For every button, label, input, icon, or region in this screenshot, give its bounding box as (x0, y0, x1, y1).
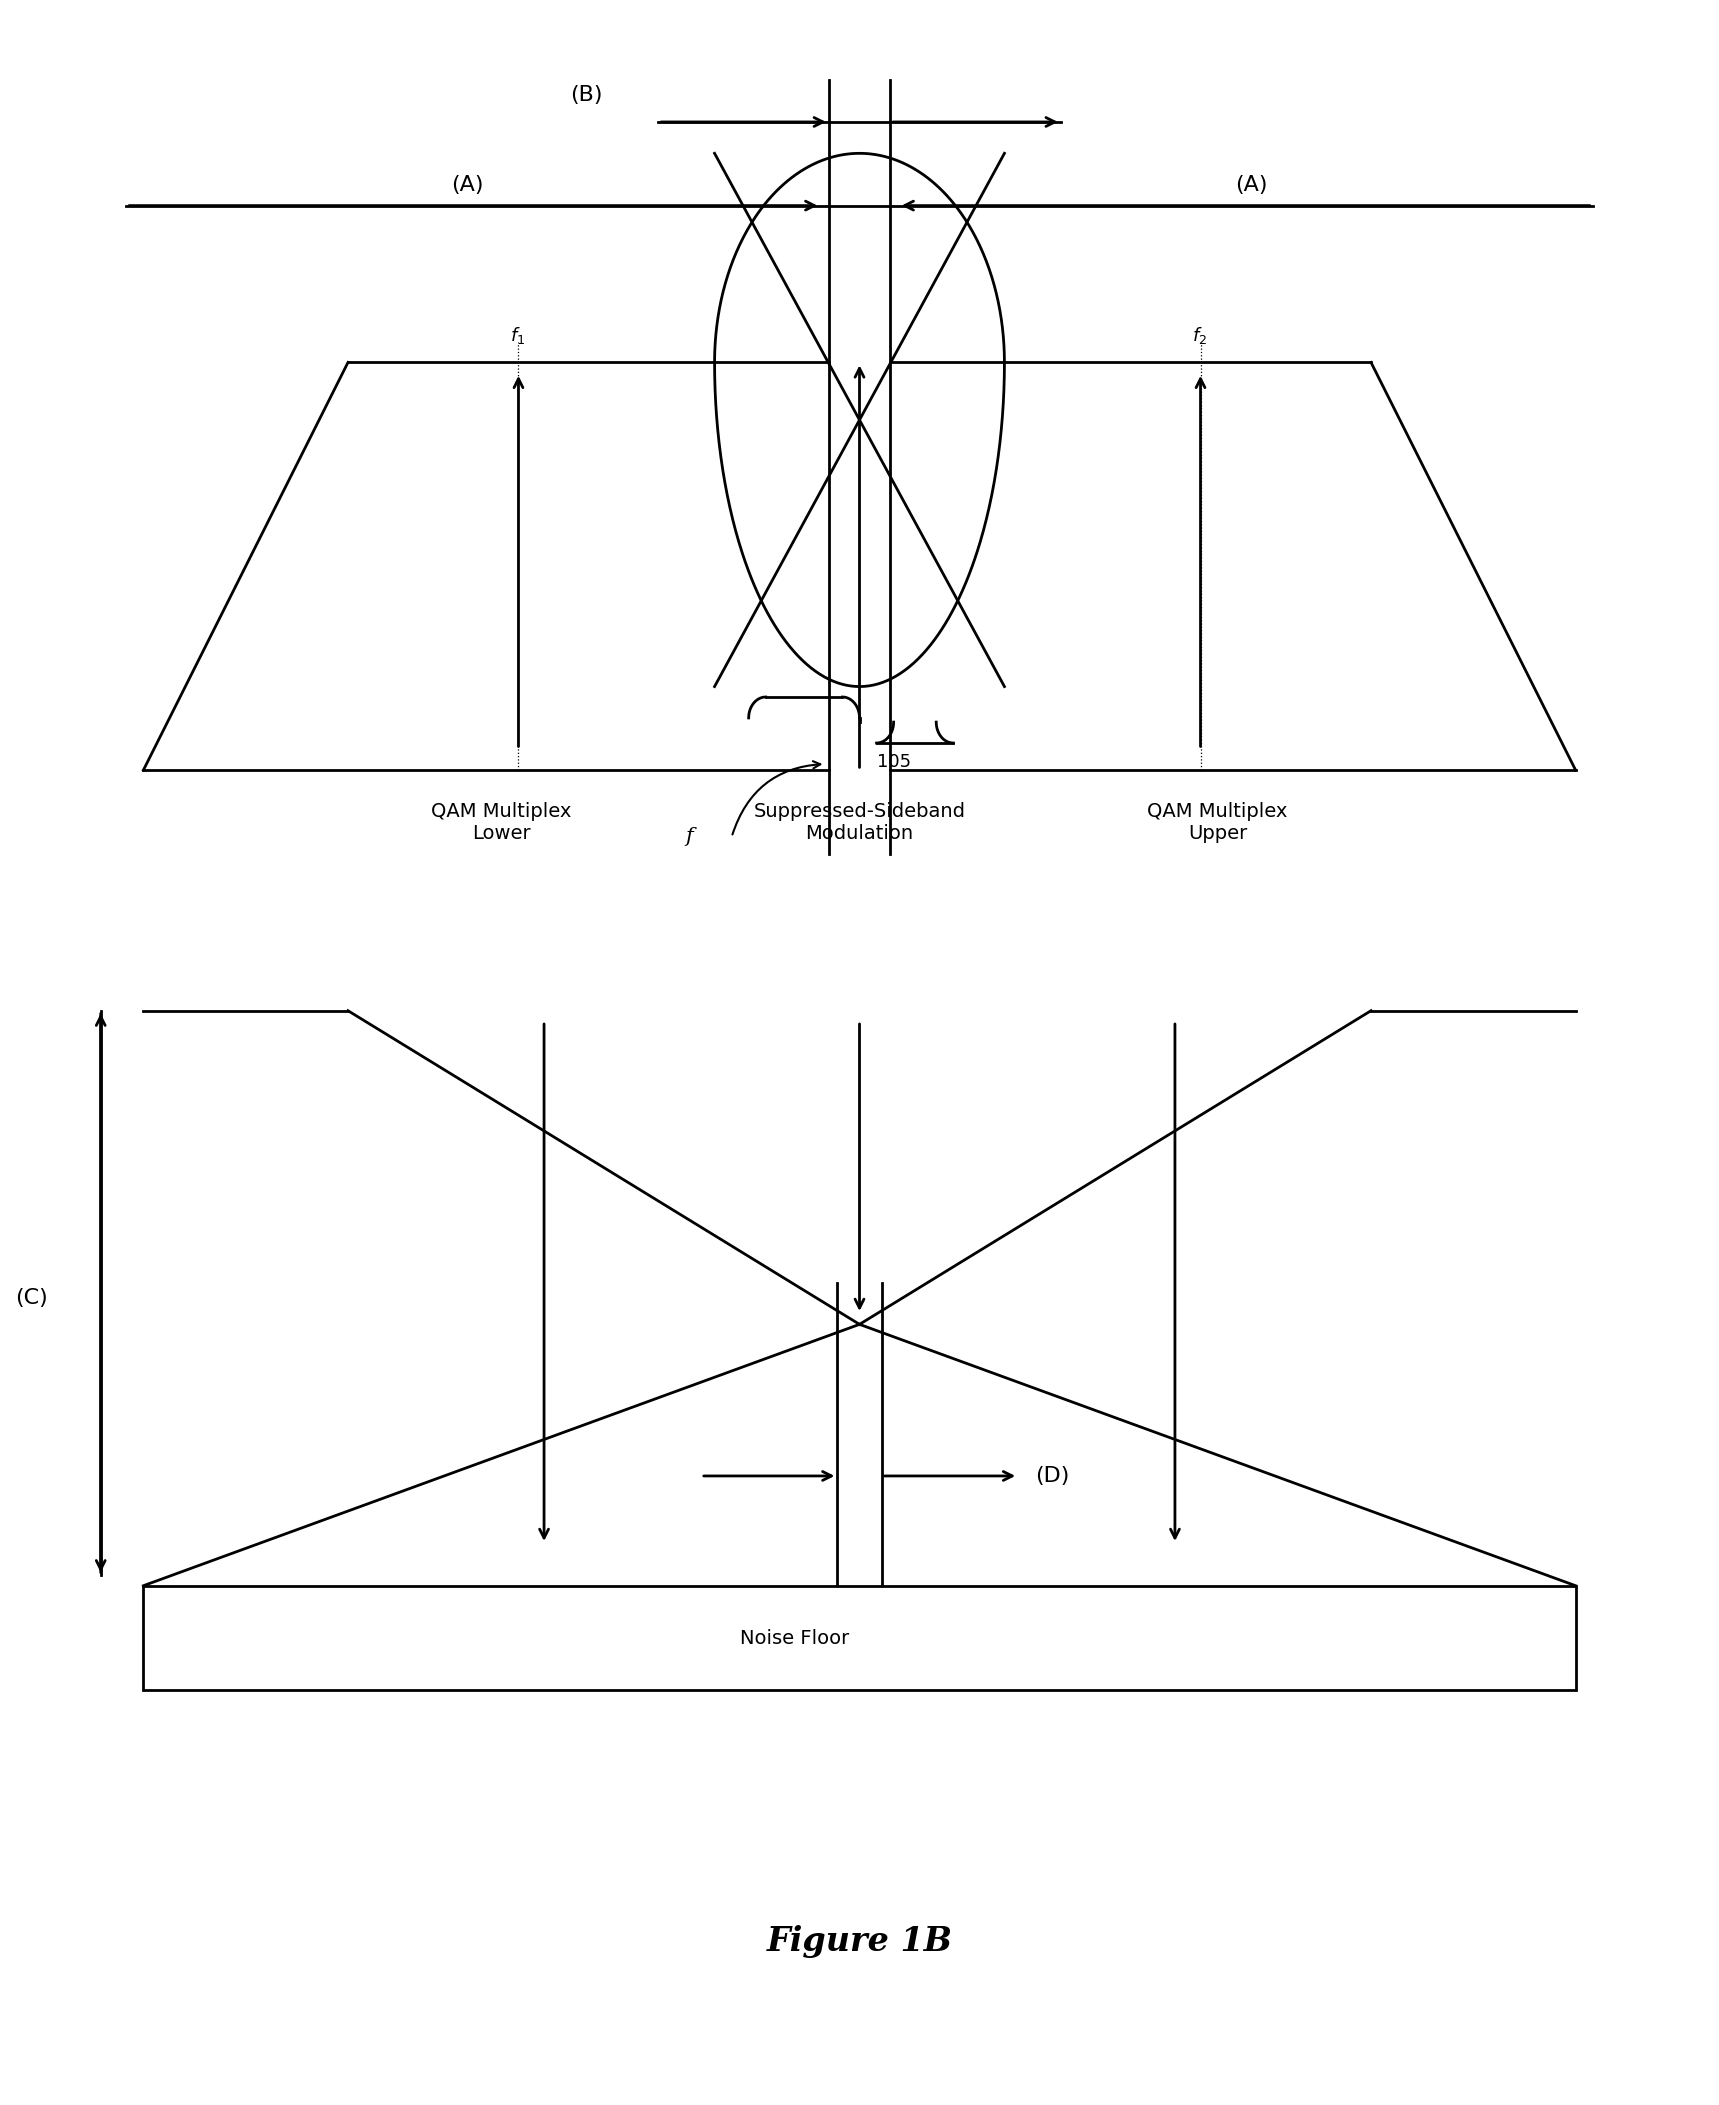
Text: (A): (A) (1236, 175, 1269, 196)
Text: Noise Floor: Noise Floor (741, 1629, 849, 1648)
Text: QAM Multiplex
Upper: QAM Multiplex Upper (1147, 802, 1288, 842)
Text: Figure 1B: Figure 1B (767, 1924, 952, 1958)
Text: f: f (686, 827, 693, 846)
Text: 105: 105 (877, 754, 911, 770)
Text: (B): (B) (569, 84, 602, 105)
Text: (C): (C) (15, 1288, 48, 1307)
Text: (D): (D) (1035, 1465, 1069, 1486)
Text: $f_1$: $f_1$ (511, 324, 526, 345)
Text: QAM Multiplex
Lower: QAM Multiplex Lower (431, 802, 572, 842)
Text: Suppressed-Sideband
Modulation: Suppressed-Sideband Modulation (753, 802, 966, 842)
Text: $f_2$: $f_2$ (1191, 324, 1207, 345)
Bar (143, 1585, 1576, 1690)
Text: (A): (A) (450, 175, 483, 196)
